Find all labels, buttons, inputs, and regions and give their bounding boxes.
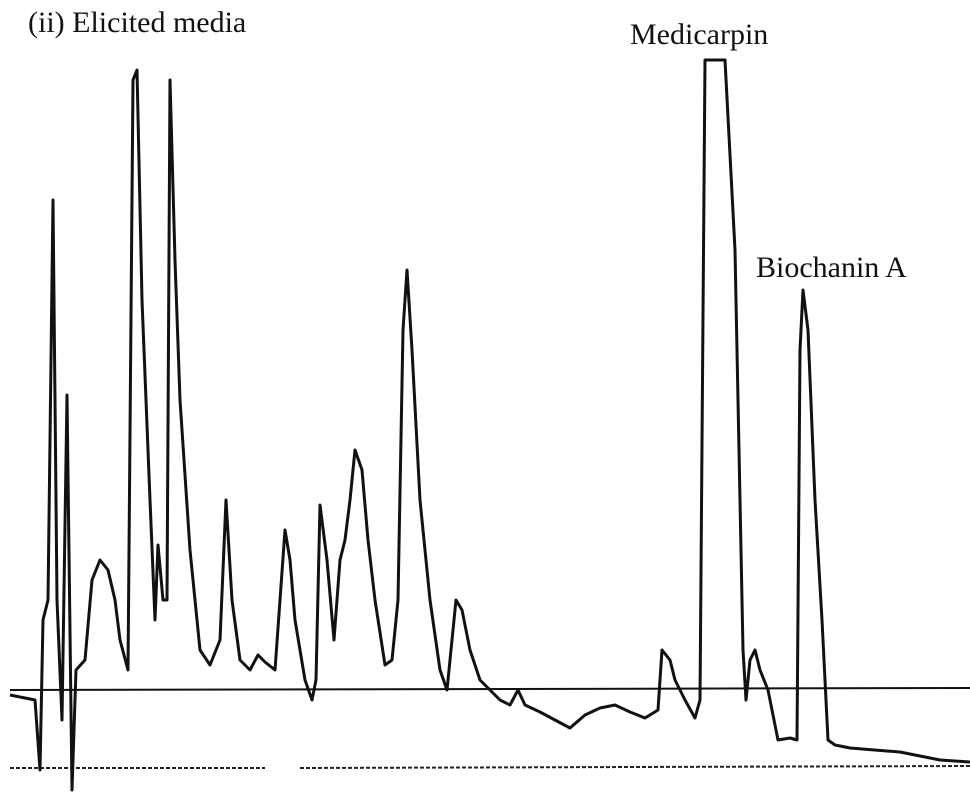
peak-label: Biochanin A: [756, 251, 907, 284]
peak-label: Medicarpin: [630, 18, 768, 51]
dashed-line: [299, 765, 970, 769]
trace: [9, 58, 970, 792]
figure-title: (ii) Elicited media: [28, 6, 246, 39]
